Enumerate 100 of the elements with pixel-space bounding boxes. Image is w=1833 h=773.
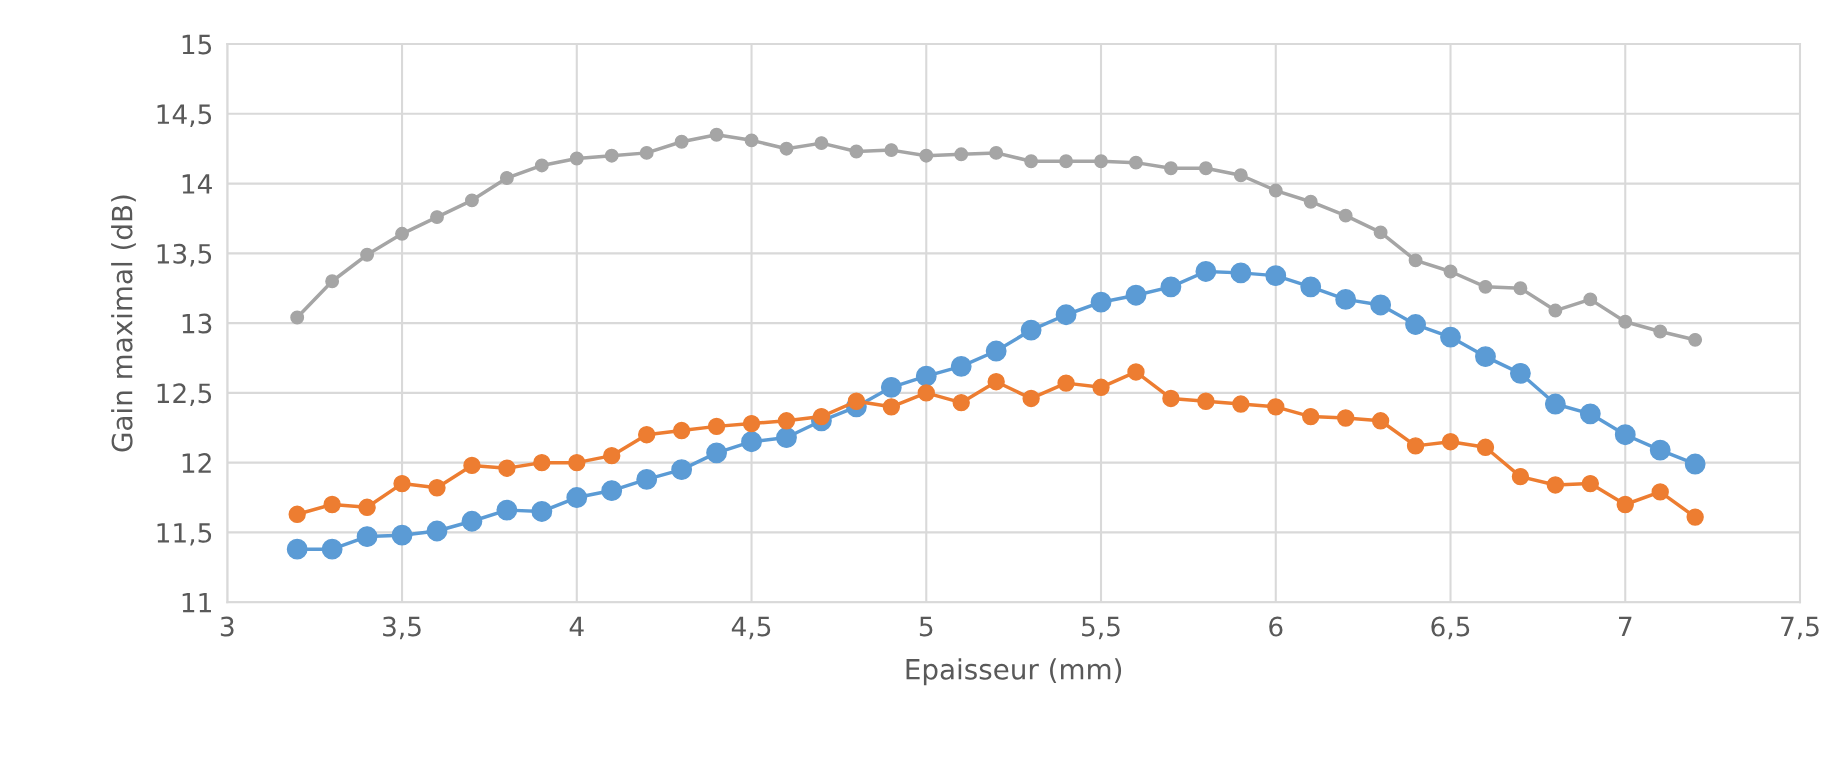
point xyxy=(777,412,796,430)
point xyxy=(1441,433,1460,451)
point xyxy=(1509,362,1531,384)
point xyxy=(849,144,864,159)
point xyxy=(954,147,969,162)
point xyxy=(1090,291,1112,313)
x-tick-label: 3,5 xyxy=(383,616,421,640)
point xyxy=(533,453,551,472)
x-tick-label: 3 xyxy=(220,616,234,637)
point xyxy=(1094,154,1108,169)
point xyxy=(1546,476,1565,494)
point xyxy=(1335,288,1357,310)
point xyxy=(1614,424,1636,446)
point xyxy=(1127,363,1145,381)
point xyxy=(987,373,1005,391)
point xyxy=(430,210,444,225)
point xyxy=(638,426,656,444)
point xyxy=(1267,398,1285,416)
point xyxy=(1579,403,1601,425)
point xyxy=(812,407,831,426)
x-tick-label: 5,5 xyxy=(1082,616,1120,640)
point xyxy=(707,417,726,436)
point xyxy=(884,143,899,158)
point xyxy=(1651,483,1669,501)
point xyxy=(1618,314,1633,329)
x-tick-label: 7,5 xyxy=(1781,616,1819,640)
point xyxy=(1405,314,1426,335)
point xyxy=(1475,346,1496,368)
point xyxy=(915,365,937,387)
point xyxy=(847,392,866,410)
point xyxy=(1511,467,1530,486)
point xyxy=(1195,261,1217,282)
point xyxy=(917,384,935,402)
point xyxy=(428,479,446,497)
y-axis-title: Gain maximal (dB) xyxy=(111,195,136,452)
point xyxy=(1233,168,1248,183)
point xyxy=(950,355,972,377)
point xyxy=(1300,276,1322,298)
point xyxy=(1406,437,1425,455)
point xyxy=(568,453,586,472)
point xyxy=(1055,304,1077,326)
point xyxy=(1230,262,1252,284)
point xyxy=(709,127,724,142)
point xyxy=(741,431,762,453)
point xyxy=(1653,324,1668,339)
point xyxy=(601,480,623,501)
point xyxy=(919,148,934,163)
point xyxy=(1198,161,1213,176)
point xyxy=(463,456,481,475)
point xyxy=(464,193,479,208)
point xyxy=(288,505,306,523)
point xyxy=(566,487,588,508)
point xyxy=(1338,208,1353,223)
point xyxy=(1268,183,1283,198)
x-axis-title: Epaisseur (mm) xyxy=(906,658,1122,686)
point xyxy=(674,134,689,149)
point xyxy=(499,171,514,185)
point xyxy=(1443,264,1458,279)
point xyxy=(1125,284,1147,306)
y-tick-label: 13,5 xyxy=(157,243,212,267)
point xyxy=(744,133,759,148)
y-tick-label: 14,5 xyxy=(157,104,212,127)
point xyxy=(534,158,549,173)
point xyxy=(498,459,516,477)
y-tick-label: 14 xyxy=(182,174,212,194)
point xyxy=(1371,412,1390,430)
point xyxy=(531,501,553,522)
point xyxy=(604,148,619,163)
point xyxy=(1303,194,1318,209)
point xyxy=(814,136,829,151)
x-tick-label: 4,5 xyxy=(731,616,771,640)
point xyxy=(989,145,1004,160)
point xyxy=(1616,495,1634,514)
point xyxy=(356,526,378,548)
y-tick-label: 12 xyxy=(182,453,211,473)
point xyxy=(636,468,658,490)
point xyxy=(1092,378,1110,396)
y-tick-label: 15 xyxy=(182,34,212,55)
point xyxy=(1370,294,1392,316)
point xyxy=(1162,389,1180,408)
point xyxy=(1059,154,1074,169)
point xyxy=(360,247,375,262)
point xyxy=(639,145,654,160)
point xyxy=(603,446,621,465)
point xyxy=(1440,326,1461,348)
point xyxy=(952,393,970,412)
point xyxy=(290,310,305,325)
point xyxy=(1160,276,1182,298)
x-tick-label: 4 xyxy=(569,616,584,637)
point xyxy=(776,427,797,448)
point xyxy=(1265,265,1287,287)
point xyxy=(1197,392,1215,410)
point xyxy=(1581,474,1599,493)
point xyxy=(1302,407,1320,426)
point xyxy=(323,495,341,514)
point xyxy=(393,474,411,493)
point xyxy=(1022,389,1040,408)
x-tick-label: 6,5 xyxy=(1431,616,1470,640)
point xyxy=(1057,374,1075,392)
x-tick-label: 6 xyxy=(1269,616,1283,637)
